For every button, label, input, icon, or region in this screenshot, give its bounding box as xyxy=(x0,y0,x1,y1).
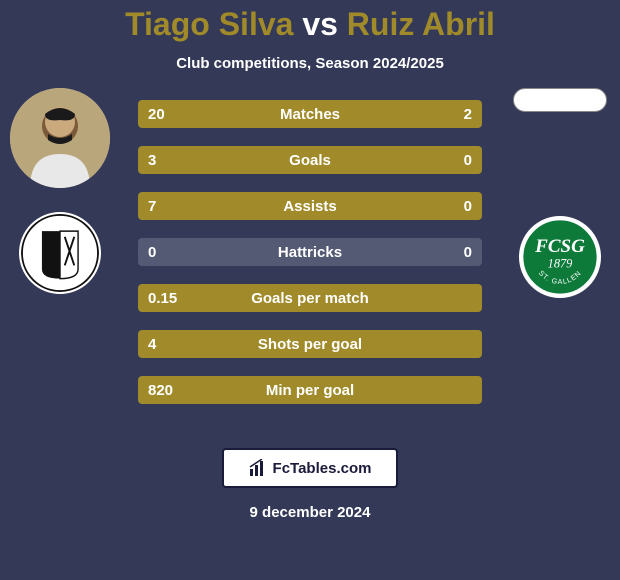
footer-date: 9 december 2024 xyxy=(0,504,620,521)
stat-row: 0Hattricks0 xyxy=(138,238,482,266)
right-column: FCSG 1879 ST. GALLEN xyxy=(500,88,620,298)
stat-label: Min per goal xyxy=(138,382,482,399)
stat-bars: 20Matches23Goals07Assists00Hattricks00.1… xyxy=(138,100,482,404)
stat-row: 20Matches2 xyxy=(138,100,482,128)
stat-label: Hattricks xyxy=(138,244,482,261)
stat-label: Goals xyxy=(138,152,482,169)
stat-row: 7Assists0 xyxy=(138,192,482,220)
player1-club-badge xyxy=(19,212,101,294)
svg-text:FCSG: FCSG xyxy=(534,236,585,257)
stat-value-right: 0 xyxy=(464,198,472,215)
stat-value-right: 2 xyxy=(464,106,472,123)
stat-label: Matches xyxy=(138,106,482,123)
player2-club-badge: FCSG 1879 ST. GALLEN xyxy=(519,216,601,298)
stat-value-right: 0 xyxy=(464,152,472,169)
svg-text:1879: 1879 xyxy=(548,256,573,270)
left-column xyxy=(0,88,120,294)
stat-row: 3Goals0 xyxy=(138,146,482,174)
avatar-placeholder-icon xyxy=(10,88,110,188)
stat-label: Goals per match xyxy=(138,290,482,307)
stat-label: Assists xyxy=(138,198,482,215)
page-title: Tiago Silva vs Ruiz Abril xyxy=(0,6,620,43)
player2-avatar-placeholder xyxy=(513,88,607,112)
stat-row: 4Shots per goal xyxy=(138,330,482,358)
stat-label: Shots per goal xyxy=(138,336,482,353)
player1-avatar xyxy=(10,88,110,188)
stat-row: 0.15Goals per match xyxy=(138,284,482,312)
stat-value-right: 0 xyxy=(464,244,472,261)
footer-logo: FcTables.com xyxy=(222,448,398,488)
vs-text: vs xyxy=(302,6,338,42)
footer-logo-text: FcTables.com xyxy=(273,460,372,477)
stat-row: 820Min per goal xyxy=(138,376,482,404)
player2-name: Ruiz Abril xyxy=(347,6,495,42)
comparison-card: Tiago Silva vs Ruiz Abril Club competiti… xyxy=(0,0,620,580)
content-area: FCSG 1879 ST. GALLEN 20Matches2 3Goals0 7A… xyxy=(0,100,620,430)
chart-icon xyxy=(249,459,267,477)
player1-name: Tiago Silva xyxy=(125,6,293,42)
subtitle: Club competitions, Season 2024/2025 xyxy=(0,55,620,72)
